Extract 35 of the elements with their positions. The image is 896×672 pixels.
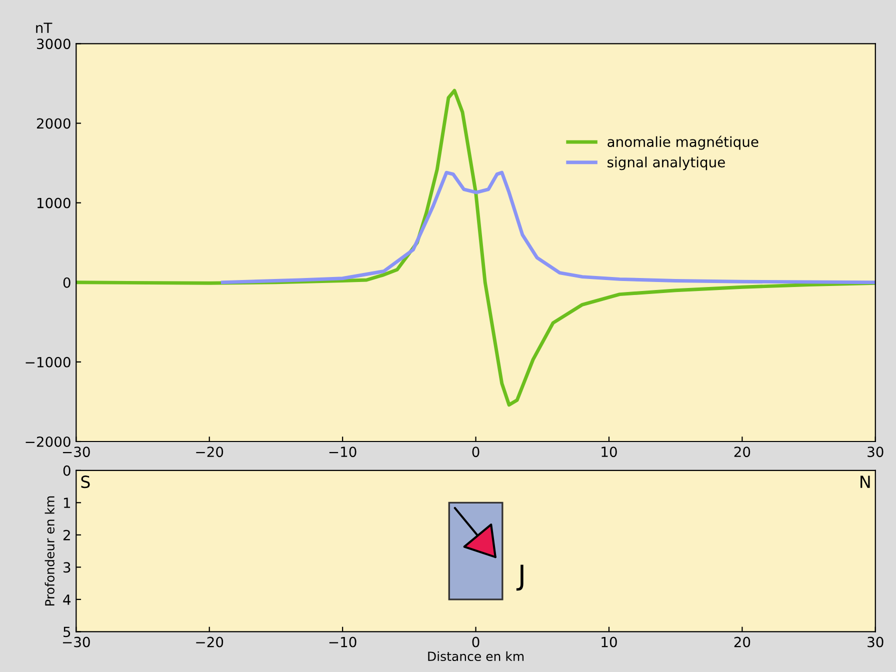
x-axis-title: Distance en km: [428, 651, 524, 662]
x-tick-label: −30: [62, 636, 90, 648]
x-tick-label: 10: [602, 446, 617, 458]
y-tick-label: 2000: [36, 118, 70, 129]
x-tick-label: 20: [734, 446, 750, 458]
line-series: [220, 170, 876, 284]
y-tick-label: 1000: [37, 198, 70, 208]
y-tick-label: 3000: [37, 38, 70, 50]
annotation: N: [860, 476, 870, 488]
x-tick-label: −10: [329, 636, 356, 648]
x-tick-label: 30: [868, 446, 884, 458]
y-tick-label: −1000: [26, 356, 70, 368]
x-tick-label: 0: [472, 636, 480, 648]
y-tick-label: −2000: [26, 436, 70, 447]
y-axis-title: Profondeur en km: [44, 496, 54, 606]
annotation: J: [516, 564, 524, 591]
x-tick-label: 10: [602, 636, 617, 648]
y-tick-label: 3: [64, 562, 70, 573]
x-tick-label: 0: [472, 446, 480, 458]
y-axis-title: nT: [36, 22, 52, 33]
x-tick-label: 30: [868, 636, 884, 648]
x-tick-label: 20: [734, 636, 750, 648]
y-tick-label: 0: [63, 277, 70, 288]
y-tick-label: 1: [64, 498, 70, 508]
x-tick-label: −10: [329, 446, 356, 458]
x-tick-label: −20: [196, 446, 224, 458]
y-tick-label: 5: [64, 626, 70, 638]
legend-label: anomalie magnétique: [608, 136, 758, 150]
y-tick-label: 4: [63, 594, 71, 605]
y-tick-label: 2: [63, 530, 70, 540]
x-tick-label: −30: [62, 446, 90, 458]
x-tick-label: −20: [196, 636, 224, 648]
legend-label: signal analytique: [608, 156, 725, 170]
annotation: S: [81, 476, 90, 488]
y-tick-label: 0: [63, 465, 70, 476]
